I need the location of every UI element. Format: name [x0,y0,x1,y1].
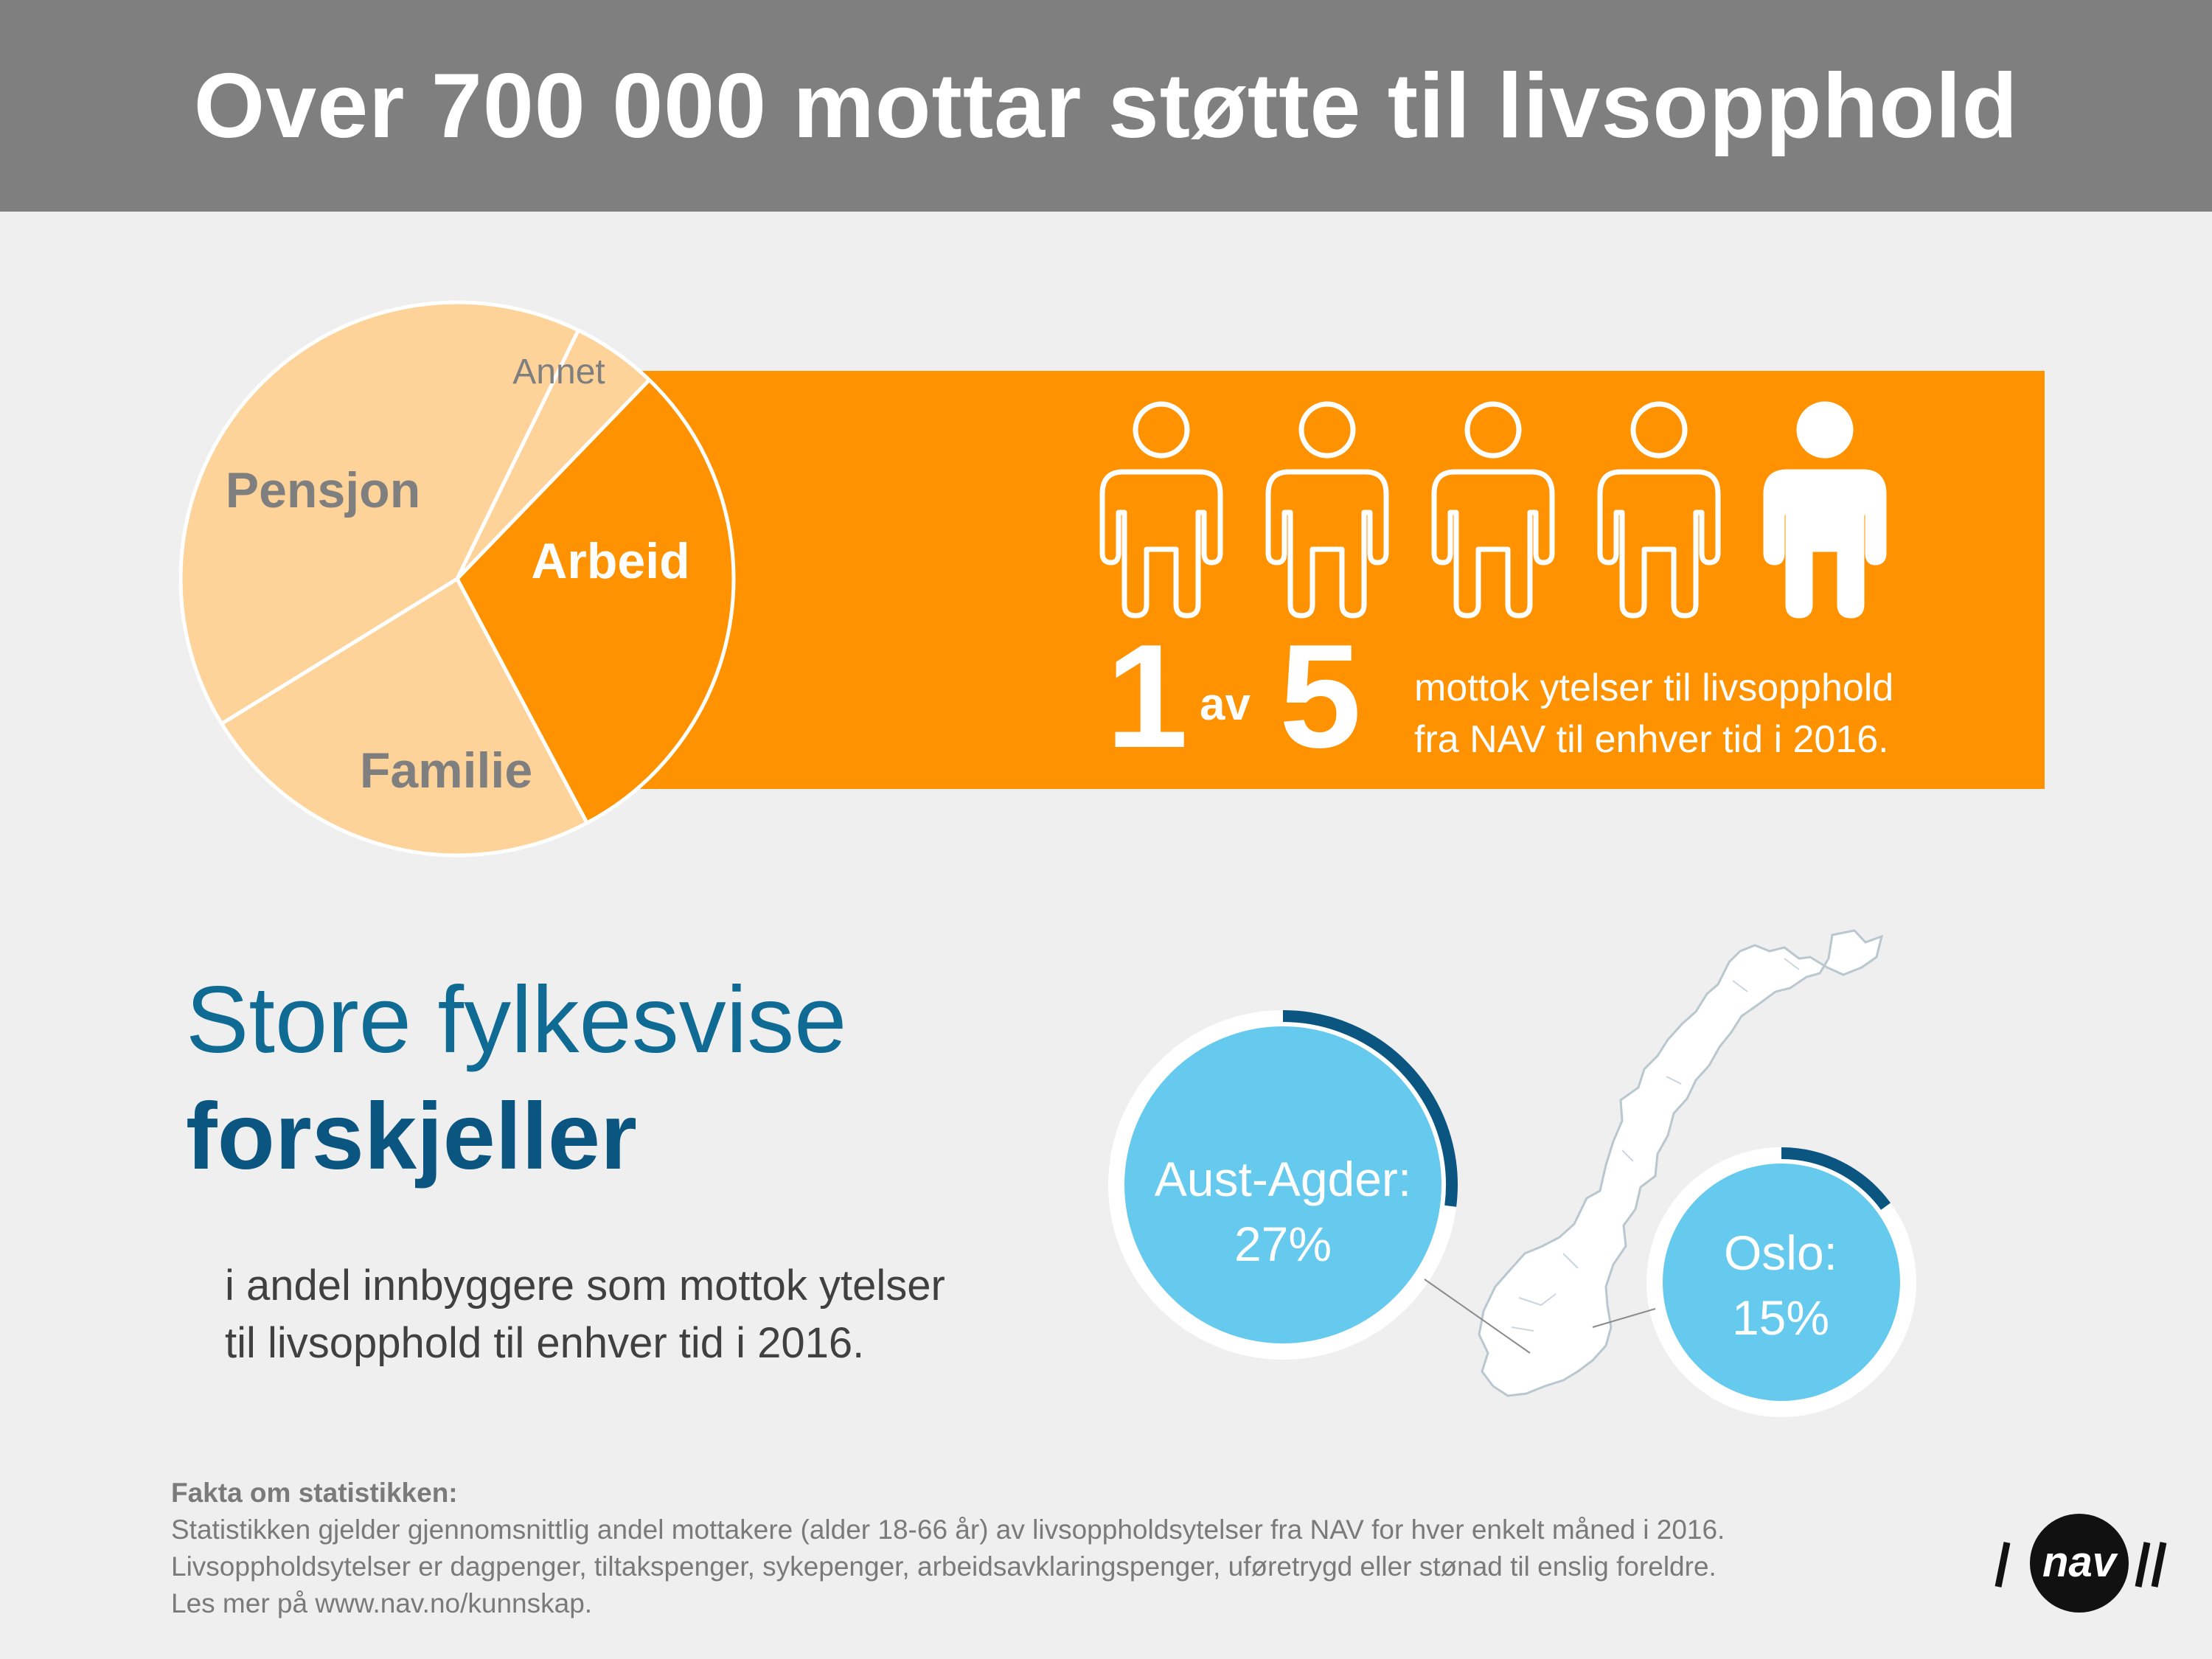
bubble-progress-oslo [1781,1147,1891,1210]
county-title-bold: forskjeller [186,1084,637,1189]
facts-title: Fakta om statistikken: [171,1478,458,1508]
bubble-label-oslo: Oslo: [1723,1225,1838,1280]
person-icon-outline [1431,401,1555,619]
nav-logo-slash-left [1994,1542,2011,1587]
stat-description-line-2: fra NAV til enhver tid i 2016. [1414,718,1889,761]
nav-logo-circle [2030,1514,2129,1613]
connector-aust-agder [1424,1279,1531,1354]
header-banner: Over 700 000 mottar støtte til livsoppho… [0,0,2212,212]
norway-map [1478,929,1884,1397]
facts-section: Fakta om statistikken: Statistikken gjel… [171,1475,1725,1622]
county-bubbles [1108,1010,1916,1417]
bubble-text-aust-agder: Aust-Agder: 27% [1128,1147,1438,1276]
stat-description-line-1: mottok ytelser til livsopphold [1414,667,1894,709]
pie-slice-pensjon [178,300,581,726]
nav-logo-slash-right-1 [2135,1542,2151,1587]
stat-av: av [1200,679,1251,730]
nav-logo-text: nav [2042,1538,2118,1586]
person-icon-outline [1099,401,1223,619]
connector-oslo [1592,1308,1656,1328]
stat-number-1: 1 [1106,614,1189,779]
county-subtitle-line-2: til livsopphold til enhver tid i 2016. [225,1319,865,1367]
pie-slice-familie [219,576,590,858]
pie-chart [178,300,736,858]
pie-slice-annet [455,327,653,580]
facts-line-2: Livsoppholdsytelser er dagpenger, tiltak… [171,1551,1717,1582]
bubble-fill-aust-agder [1124,1026,1441,1343]
facts-line-1: Statistikken gjelder gjennomsnittlig and… [171,1514,1725,1545]
norway-map-shape [1478,929,1884,1397]
stat-number-5: 5 [1279,614,1362,779]
page-title: Over 700 000 mottar støtte til livsoppho… [193,55,2019,157]
county-subtitle-line-1: i andel innbyggere som mottok ytelser [225,1262,945,1310]
people-icons [1099,401,1887,619]
map-detail-lines [1511,958,1800,1332]
person-icon-outline [1597,401,1721,619]
bubble-progress-aust-agder [1282,1010,1458,1207]
bubble-aust-agder [1108,1010,1458,1360]
facts-line-3: Les mer på www.nav.no/kunnskap. [171,1588,593,1618]
pie-slice-arbeid [454,377,736,826]
county-title: Store fylkesvise forskjeller [186,962,846,1195]
bubble-value-aust-agder: 27% [1234,1217,1332,1271]
bubble-value-oslo: 15% [1731,1290,1830,1345]
person-icon-outline [1265,401,1389,619]
bubble-text-oslo: Oslo: 15% [1655,1220,1906,1350]
bubble-label-aust-agder: Aust-Agder: [1154,1152,1412,1206]
nav-logo-slash-right-2 [2151,1542,2167,1587]
stat-description: mottok ytelser til livsopphold fra NAV t… [1414,662,1893,765]
county-title-light: Store fylkesvise [186,967,847,1073]
person-icon-filled [1763,401,1887,619]
bubble-oslo [1646,1147,1916,1417]
bubble-fill-oslo [1663,1164,1900,1401]
nav-logo: nav [1994,1514,2167,1613]
county-subtitle: i andel innbyggere som mottok ytelser ti… [225,1257,945,1372]
